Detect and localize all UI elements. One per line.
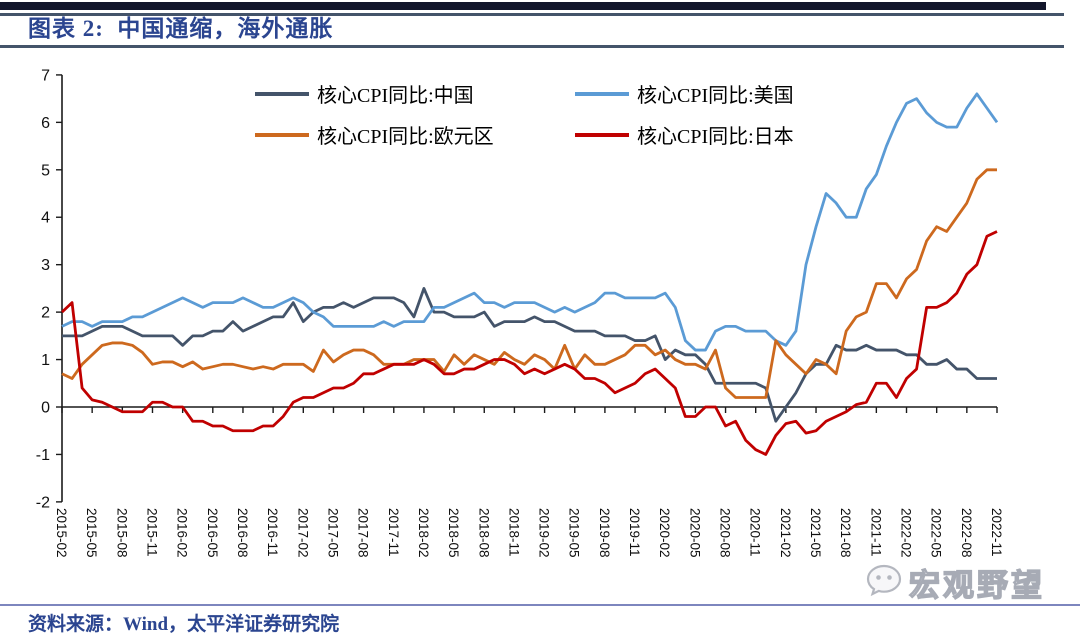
footer-rule xyxy=(0,604,1080,606)
header-rule-bottom xyxy=(0,45,1064,48)
legend-label-japan: 核心CPI同比:日本 xyxy=(637,126,794,148)
svg-text:2016-08: 2016-08 xyxy=(235,508,250,558)
svg-text:3: 3 xyxy=(41,257,50,274)
figure-title: 图表 2: 中国通缩，海外通胀 xyxy=(28,16,334,41)
svg-text:2016-02: 2016-02 xyxy=(175,508,190,558)
svg-text:2021-08: 2021-08 xyxy=(838,508,853,558)
svg-text:6: 6 xyxy=(41,115,50,132)
chart-area: 7 6 5 4 3 2 1 0 -1 -2 2015-02 2015-05 2015-08 2015-11… xyxy=(0,55,1080,601)
svg-text:2021-02: 2021-02 xyxy=(778,508,793,558)
svg-text:-1: -1 xyxy=(36,447,50,464)
svg-text:2021-05: 2021-05 xyxy=(808,508,823,558)
svg-text:2019-08: 2019-08 xyxy=(597,508,612,558)
svg-text:2018-08: 2018-08 xyxy=(476,508,491,558)
legend-label-us: 核心CPI同比:美国 xyxy=(637,85,794,107)
svg-text:7: 7 xyxy=(41,67,50,84)
svg-text:2015-08: 2015-08 xyxy=(114,508,129,558)
svg-text:2020-02: 2020-02 xyxy=(657,508,672,558)
svg-text:2017-11: 2017-11 xyxy=(386,508,401,557)
svg-text:2022-02: 2022-02 xyxy=(899,508,914,558)
svg-text:2018-11: 2018-11 xyxy=(506,508,521,557)
svg-text:2017-02: 2017-02 xyxy=(295,508,310,558)
svg-text:5: 5 xyxy=(41,162,50,179)
top-black-bar xyxy=(0,2,1046,10)
svg-text:2015-11: 2015-11 xyxy=(144,508,159,557)
svg-text:2: 2 xyxy=(41,305,50,322)
wechat-icon xyxy=(866,564,902,596)
watermark: 宏观野望 xyxy=(862,560,1045,605)
legend-label-china: 核心CPI同比:中国 xyxy=(317,85,474,107)
source-note: 资料来源：Wind，太平洋证券研究院 xyxy=(28,614,340,635)
svg-text:2020-05: 2020-05 xyxy=(687,508,702,558)
svg-text:1: 1 xyxy=(41,352,50,369)
legend-item-us: 核心CPI同比:美国 xyxy=(575,81,794,107)
legend-swatch xyxy=(255,132,309,137)
svg-text:2019-02: 2019-02 xyxy=(537,508,552,558)
svg-text:2019-05: 2019-05 xyxy=(567,508,582,558)
svg-text:2016-11: 2016-11 xyxy=(265,508,280,557)
legend-swatch xyxy=(575,91,629,96)
svg-text:0: 0 xyxy=(41,400,50,417)
svg-text:2017-08: 2017-08 xyxy=(356,508,371,558)
watermark-text: 宏观野望 xyxy=(908,567,1045,603)
svg-text:2016-05: 2016-05 xyxy=(205,508,220,558)
legend-swatch xyxy=(575,132,629,137)
svg-text:2015-05: 2015-05 xyxy=(84,508,99,558)
svg-text:2021-11: 2021-11 xyxy=(868,508,883,557)
svg-text:4: 4 xyxy=(41,210,50,227)
svg-text:2020-08: 2020-08 xyxy=(718,508,733,558)
svg-text:2017-05: 2017-05 xyxy=(325,508,340,558)
svg-text:2018-02: 2018-02 xyxy=(416,508,431,558)
line-chart: 7 6 5 4 3 2 1 0 -1 -2 2015-02 2015-05 2015-08 2015-11… xyxy=(36,67,1004,558)
legend-item-japan: 核心CPI同比:日本 xyxy=(575,122,794,148)
svg-text:2022-11: 2022-11 xyxy=(989,508,1004,557)
svg-text:2022-05: 2022-05 xyxy=(929,508,944,558)
legend-item-china: 核心CPI同比:中国 xyxy=(255,81,575,107)
legend-swatch xyxy=(255,91,309,96)
legend-item-eurozone: 核心CPI同比:欧元区 xyxy=(255,122,575,148)
svg-text:2015-02: 2015-02 xyxy=(54,508,69,558)
header-rule-top xyxy=(0,13,1064,16)
svg-text:-2: -2 xyxy=(36,494,50,511)
svg-text:2018-05: 2018-05 xyxy=(446,508,461,558)
chart-legend: 核心CPI同比:中国 核心CPI同比:美国 核心CPI同比:欧元区 核心CPI同… xyxy=(255,81,794,148)
svg-text:2020-11: 2020-11 xyxy=(748,508,763,557)
svg-text:2022-08: 2022-08 xyxy=(959,508,974,558)
legend-label-eurozone: 核心CPI同比:欧元区 xyxy=(317,126,494,148)
svg-text:2019-11: 2019-11 xyxy=(627,508,642,557)
